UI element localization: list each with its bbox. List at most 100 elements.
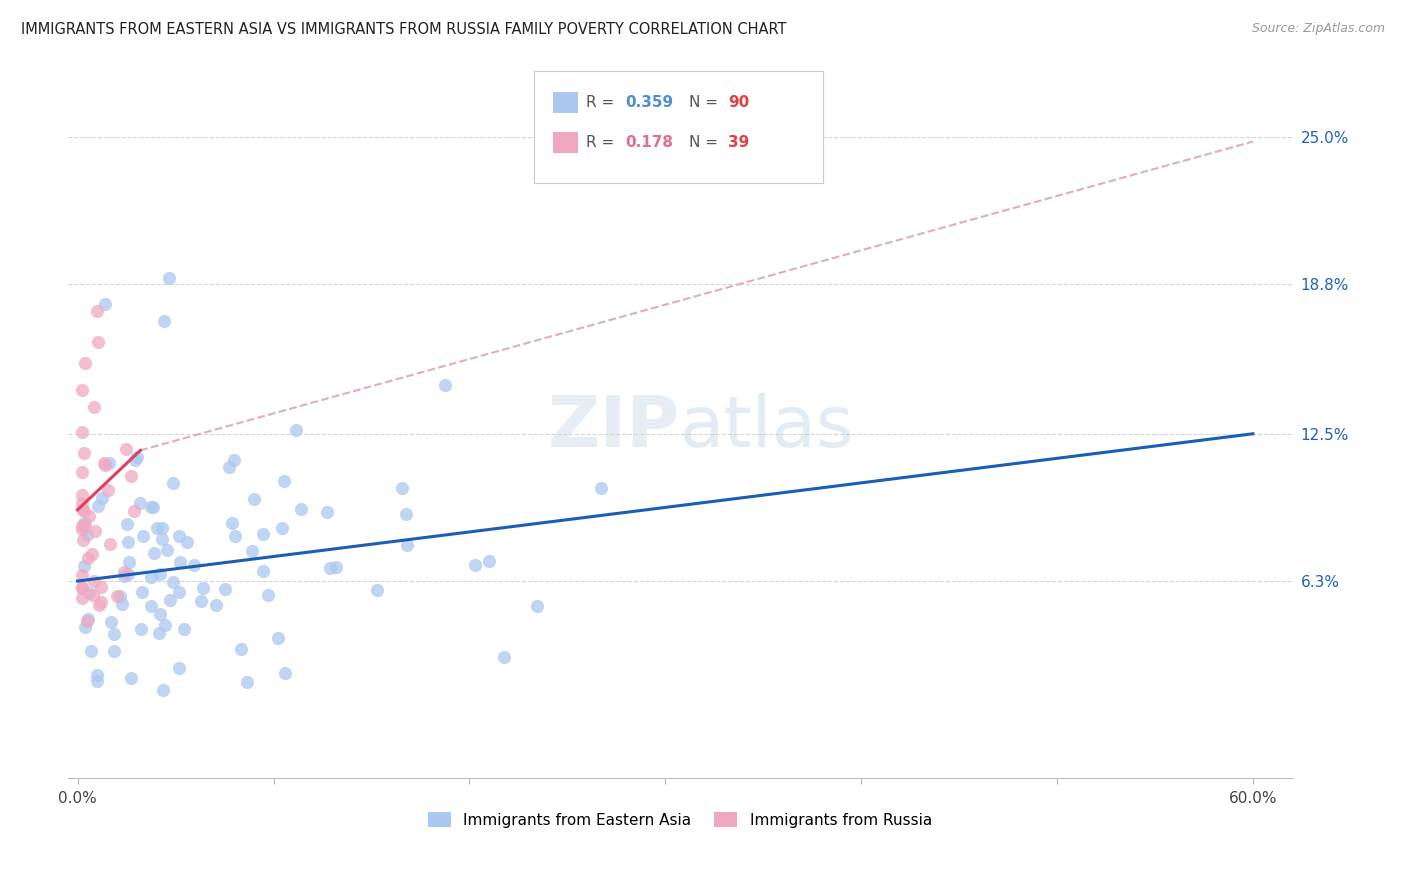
Point bbox=[153, 314, 176, 328]
Point bbox=[494, 650, 516, 665]
Point bbox=[86, 303, 108, 318]
Point bbox=[103, 644, 125, 658]
Point bbox=[155, 617, 177, 632]
Point bbox=[526, 599, 548, 614]
Text: atlas: atlas bbox=[681, 393, 855, 462]
Point bbox=[70, 591, 93, 606]
Point bbox=[156, 543, 179, 558]
Point bbox=[72, 533, 94, 548]
Point bbox=[167, 661, 190, 675]
Point bbox=[214, 582, 236, 596]
Point bbox=[70, 522, 93, 536]
Point bbox=[183, 558, 205, 572]
Point bbox=[190, 594, 212, 608]
Point bbox=[139, 570, 162, 584]
Point bbox=[142, 546, 165, 560]
Point bbox=[100, 615, 122, 629]
Point bbox=[115, 442, 138, 457]
Point bbox=[86, 673, 108, 688]
Point bbox=[94, 297, 117, 311]
Text: Source: ZipAtlas.com: Source: ZipAtlas.com bbox=[1251, 22, 1385, 36]
Text: 90: 90 bbox=[728, 95, 749, 110]
Point bbox=[86, 334, 108, 349]
Point bbox=[222, 452, 245, 467]
Point bbox=[124, 452, 146, 467]
Point bbox=[129, 623, 152, 637]
Point bbox=[112, 565, 135, 579]
Point bbox=[110, 589, 132, 603]
Point bbox=[589, 481, 612, 495]
Point bbox=[77, 508, 100, 523]
Point bbox=[70, 383, 93, 397]
Point bbox=[169, 556, 191, 570]
Point bbox=[103, 627, 125, 641]
Point bbox=[173, 622, 195, 636]
Point bbox=[70, 581, 93, 595]
Point bbox=[316, 505, 339, 519]
Point bbox=[117, 534, 139, 549]
Point bbox=[98, 456, 121, 470]
Point bbox=[284, 423, 307, 437]
Point bbox=[73, 446, 96, 460]
Point bbox=[132, 529, 155, 543]
Point bbox=[139, 500, 162, 514]
Point bbox=[221, 516, 243, 530]
Point bbox=[319, 561, 342, 575]
Point bbox=[433, 377, 456, 392]
Point bbox=[152, 682, 174, 697]
Point bbox=[204, 598, 226, 612]
Point bbox=[105, 589, 128, 603]
Point bbox=[366, 582, 388, 597]
Point bbox=[83, 400, 105, 414]
Point bbox=[193, 581, 215, 595]
Point bbox=[252, 526, 274, 541]
Point bbox=[84, 524, 107, 539]
Text: R =: R = bbox=[586, 95, 620, 110]
Text: 0.359: 0.359 bbox=[626, 95, 673, 110]
Point bbox=[82, 588, 104, 602]
Point bbox=[77, 612, 100, 626]
Point bbox=[70, 496, 93, 510]
Point bbox=[464, 558, 486, 573]
Text: N =: N = bbox=[689, 95, 723, 110]
Point bbox=[118, 556, 141, 570]
Point bbox=[115, 517, 138, 532]
Point bbox=[127, 450, 149, 465]
Point bbox=[395, 507, 418, 521]
Text: 39: 39 bbox=[728, 136, 749, 150]
Point bbox=[176, 535, 198, 549]
Point bbox=[117, 566, 139, 581]
Point bbox=[82, 547, 104, 561]
Point bbox=[162, 475, 184, 490]
Point bbox=[70, 488, 93, 502]
Point bbox=[72, 580, 94, 594]
Point bbox=[243, 492, 266, 507]
Point bbox=[131, 585, 153, 599]
Text: ZIP: ZIP bbox=[548, 393, 681, 462]
Point bbox=[273, 474, 295, 488]
Point bbox=[229, 642, 252, 657]
Point bbox=[218, 460, 240, 475]
Point bbox=[139, 599, 162, 614]
Text: N =: N = bbox=[689, 136, 723, 150]
Point bbox=[271, 521, 294, 535]
Point bbox=[157, 271, 180, 285]
Point bbox=[267, 631, 290, 645]
Point bbox=[162, 575, 184, 590]
Point bbox=[73, 504, 96, 518]
Point bbox=[91, 491, 114, 505]
Point bbox=[240, 543, 263, 558]
Point bbox=[252, 564, 274, 578]
Point bbox=[89, 598, 111, 612]
Point bbox=[90, 594, 112, 608]
Point bbox=[98, 537, 121, 551]
Point bbox=[148, 625, 170, 640]
Point bbox=[111, 597, 134, 611]
Point bbox=[120, 671, 142, 685]
Legend: Immigrants from Eastern Asia, Immigrants from Russia: Immigrants from Eastern Asia, Immigrants… bbox=[422, 805, 938, 834]
Point bbox=[145, 520, 167, 534]
Point bbox=[87, 499, 110, 513]
Point bbox=[80, 644, 103, 658]
Point bbox=[77, 551, 100, 566]
Point bbox=[129, 496, 152, 510]
